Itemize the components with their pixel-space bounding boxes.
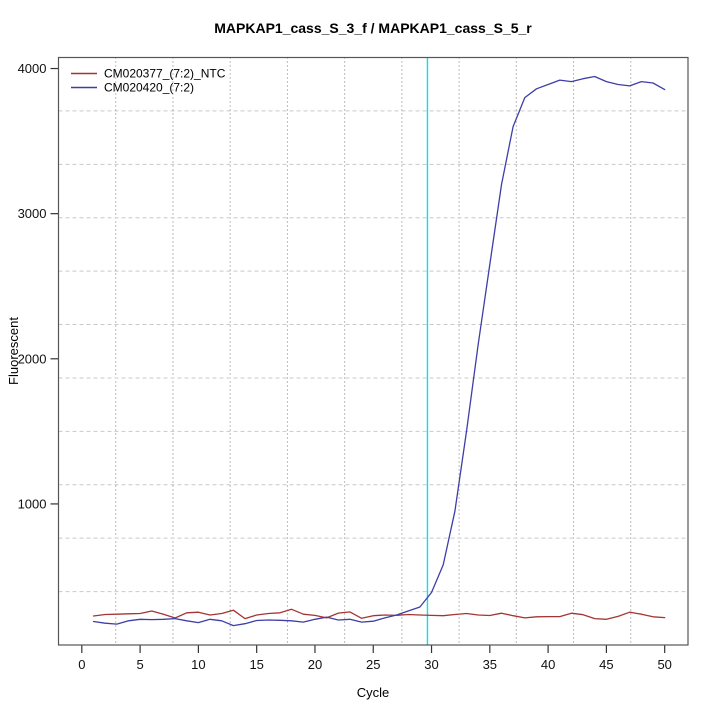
x-tick-label: 30 [424, 657, 438, 672]
legend-label-ntc: CM020377_(7:2)_NTC [104, 67, 226, 81]
x-tick-label: 0 [78, 657, 85, 672]
x-tick-label: 5 [136, 657, 143, 672]
x-tick-label: 10 [191, 657, 205, 672]
legend: CM020377_(7:2)_NTC CM020420_(7:2) [71, 67, 226, 95]
series-line-1 [92, 75, 666, 627]
grid-layer [58, 57, 688, 645]
x-tick-label: 20 [308, 657, 322, 672]
y-tick-label: 4000 [18, 61, 47, 76]
x-axis-label: Cycle [357, 685, 390, 700]
y-tick-label: 3000 [18, 206, 47, 221]
x-tick-label: 35 [483, 657, 497, 672]
x-tick-label: 50 [657, 657, 671, 672]
y-tick-label: 2000 [18, 351, 47, 366]
x-tick-label: 15 [249, 657, 263, 672]
curve-layer [92, 75, 666, 627]
series-line-0 [92, 608, 666, 620]
x-tick-label: 45 [599, 657, 613, 672]
x-tick-label: 25 [366, 657, 380, 672]
axis-layer: 0 5 10 15 20 25 30 35 40 45 50 1000 2000 3000 4000 [18, 61, 672, 672]
plot-title: MAPKAP1_cass_S_3_f / MAPKAP1_cass_S_5_r [214, 20, 532, 36]
plot-box [57, 56, 689, 646]
x-tick-label: 40 [541, 657, 555, 672]
y-axis-label: Fluorescent [6, 317, 21, 385]
legend-label-sample: CM020420_(7:2) [104, 81, 194, 95]
y-tick-label: 1000 [18, 496, 47, 511]
